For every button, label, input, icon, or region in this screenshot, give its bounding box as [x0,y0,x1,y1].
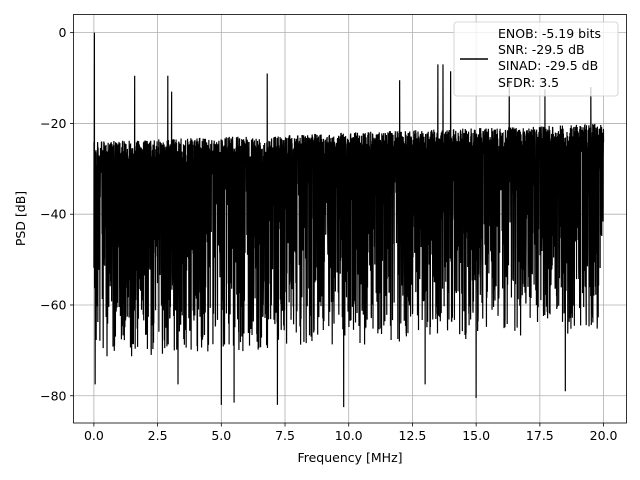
x-tick-label: 20.0 [590,428,618,443]
y-axis-ticks: 0 −20 −40 −60 −80 [40,25,74,403]
legend-line-sinad: SINAD: -29.5 dB [498,58,598,73]
x-tick-label: 5.0 [211,428,231,443]
x-tick-label: 12.5 [399,428,427,443]
x-tick-label: 15.0 [462,428,490,443]
x-axis-ticks: 0.0 2.5 5.0 7.5 10.0 12.5 15.0 17.5 20.0 [84,423,618,443]
plot-frame [73,14,627,424]
legend-box [453,21,619,97]
series-group [93,32,605,408]
y-tick-label: −20 [40,116,66,131]
x-tick-label: 2.5 [148,428,168,443]
x-axis-label: Frequency [MHz] [297,450,402,465]
y-axis-label: PSD [dB] [13,191,28,246]
x-tick-label: 17.5 [526,428,554,443]
y-tick-label: −80 [40,388,66,403]
x-tick-label: 10.0 [335,428,363,443]
legend-line-snr: SNR: -29.5 dB [498,42,585,57]
psd-series-line [93,32,605,408]
y-tick-label: −60 [40,297,66,312]
x-tick-label: 0.0 [84,428,104,443]
y-tick-label: 0 [59,25,67,40]
legend: ENOB: -5.19 bits SNR: -29.5 dB SINAD: -2… [453,21,619,97]
x-tick-label: 7.5 [275,428,295,443]
y-tick-label: −40 [40,207,66,222]
legend-line-sfdr: SFDR: 3.5 [498,75,559,90]
legend-line-enob: ENOB: -5.19 bits [498,26,601,41]
